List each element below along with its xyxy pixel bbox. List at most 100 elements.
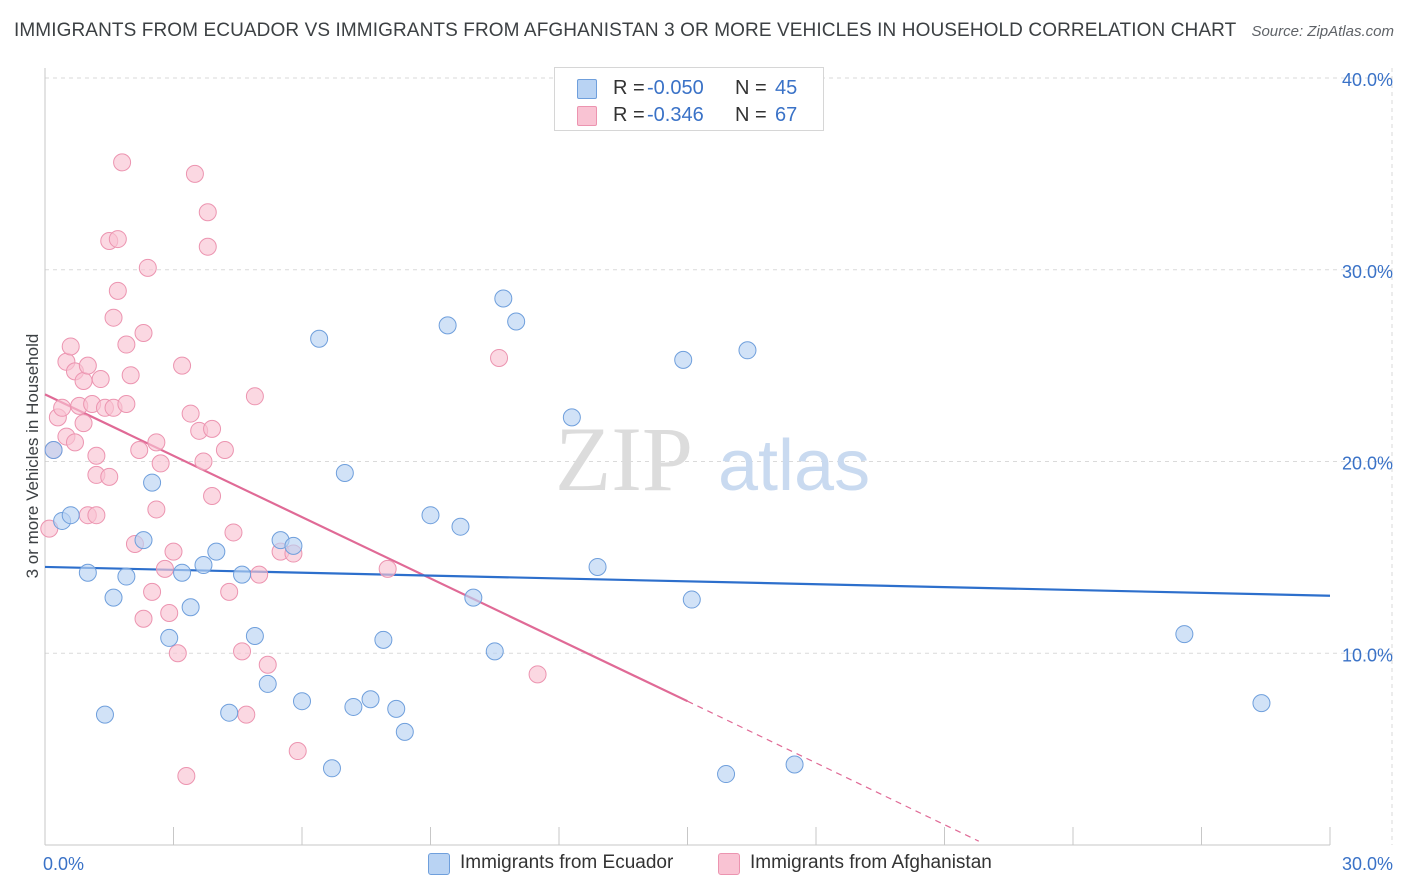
r-label: R = [613, 104, 645, 126]
ecuador-point [95, 705, 114, 724]
n-label: N = [735, 104, 767, 126]
afghanistan-point [198, 203, 217, 222]
afghanistan-point [91, 370, 110, 389]
afghanistan-point [194, 452, 213, 471]
afghanistan-point [100, 467, 119, 486]
ecuador-point [173, 563, 192, 582]
afghanistan-point [74, 414, 93, 433]
afghanistan-point [160, 603, 179, 622]
ecuador-point [160, 628, 179, 647]
afghanistan-point [104, 308, 123, 327]
afghanistan-point [117, 394, 136, 413]
afghanistan-point [74, 371, 93, 390]
afghanistan-point [53, 398, 72, 417]
afghanistan-point [121, 366, 140, 385]
afghanistan-point [173, 356, 192, 375]
r-value: -0.050 [647, 77, 704, 99]
ecuador-point [674, 350, 693, 369]
ecuador-point [258, 674, 277, 693]
ecuador-point [682, 590, 701, 609]
legend-item-ecuador: Immigrants from Ecuador [428, 851, 698, 877]
ecuador-legend-swatch [428, 853, 450, 875]
ecuador-point [464, 588, 483, 607]
ecuador-point [395, 722, 414, 741]
ecuador-point [717, 765, 736, 784]
afghanistan-point [168, 644, 187, 663]
afghanistan-point [113, 153, 132, 172]
afghanistan-point [288, 742, 307, 761]
watermark-zip: ZIP [555, 408, 693, 510]
ecuador-point [134, 531, 153, 550]
chart-title: IMMIGRANTS FROM ECUADOR VS IMMIGRANTS FR… [14, 20, 1237, 41]
y-tick-label: 20.0% [1342, 454, 1393, 474]
ecuador-point [181, 598, 200, 617]
afghanistan-point [224, 523, 243, 542]
ecuador-point [344, 697, 363, 716]
y-tick-label: 40.0% [1342, 70, 1393, 90]
n-value: 67 [775, 104, 798, 126]
correlation-legend: R = -0.050 N = 45 R = -0.346 N = 67 [554, 67, 824, 131]
ecuador-points [44, 289, 1271, 784]
afghanistan-point [108, 281, 127, 300]
afghanistan-point [164, 542, 183, 561]
afghanistan-point [78, 356, 97, 375]
y-tick-labels: 10.0% 20.0% 30.0% 40.0% [1342, 70, 1393, 665]
afghanistan-point [138, 258, 157, 277]
gridlines [45, 68, 1393, 845]
afghanistan-point [215, 440, 234, 459]
y-axis-label: 3 or more Vehicles in Household [23, 334, 42, 579]
ecuador-point [44, 440, 63, 459]
afghanistan-point [258, 655, 277, 674]
ecuador-point [310, 329, 329, 348]
ecuador-point [117, 567, 136, 586]
afghanistan-legend-label: Immigrants from Afghanistan [750, 852, 992, 873]
afghanistan-trend-extension [687, 700, 980, 842]
ecuador-point [143, 473, 162, 492]
afghanistan-points [40, 153, 547, 785]
axes [44, 68, 1331, 846]
source-credit: Source: ZipAtlas.com [1251, 23, 1394, 40]
afghanistan-point [233, 642, 252, 661]
ecuador-point [507, 312, 526, 331]
ecuador-point [738, 341, 757, 360]
ecuador-point [207, 542, 226, 561]
ecuador-point [233, 565, 252, 584]
legend-item-afghanistan: Immigrants from Afghanistan [718, 851, 1028, 877]
ecuador-legend-label: Immigrants from Ecuador [460, 852, 674, 873]
afghanistan-point [134, 324, 153, 343]
afghanistan-point [134, 609, 153, 628]
afghanistan-point [151, 454, 170, 473]
afghanistan-point [490, 348, 509, 367]
ecuador-point [284, 536, 303, 555]
ecuador-point [194, 556, 213, 575]
ecuador-point [78, 563, 97, 582]
ecuador-point [220, 703, 239, 722]
afghanistan-point [61, 337, 80, 356]
watermark: ZIP atlas [555, 408, 870, 510]
afghanistan-point [220, 582, 239, 601]
afghanistan-point [143, 582, 162, 601]
afghanistan-point [130, 440, 149, 459]
ecuador-point [293, 692, 311, 711]
watermark-atlas: atlas [718, 426, 870, 506]
ecuador-point [1252, 694, 1271, 713]
afghanistan-point [237, 705, 256, 724]
ecuador-point [361, 690, 380, 709]
afghanistan-point [177, 766, 196, 785]
afghanistan-swatch [577, 106, 597, 126]
r-value: -0.346 [647, 104, 704, 126]
afghanistan-point [378, 559, 397, 578]
ecuador-point [374, 630, 393, 649]
r-label: R = [613, 77, 645, 99]
ecuador-point [421, 506, 440, 525]
y-tick-label: 30.0% [1342, 262, 1393, 282]
legend-row-afghanistan: R = -0.346 N = 67 [555, 103, 823, 129]
afghanistan-point [198, 237, 217, 256]
afghanistan-point [87, 446, 106, 465]
ecuador-point [387, 699, 406, 718]
y-tick-label: 10.0% [1342, 645, 1393, 665]
afghanistan-legend-swatch [718, 853, 740, 875]
ecuador-point [438, 316, 457, 335]
afghanistan-point [108, 230, 127, 249]
